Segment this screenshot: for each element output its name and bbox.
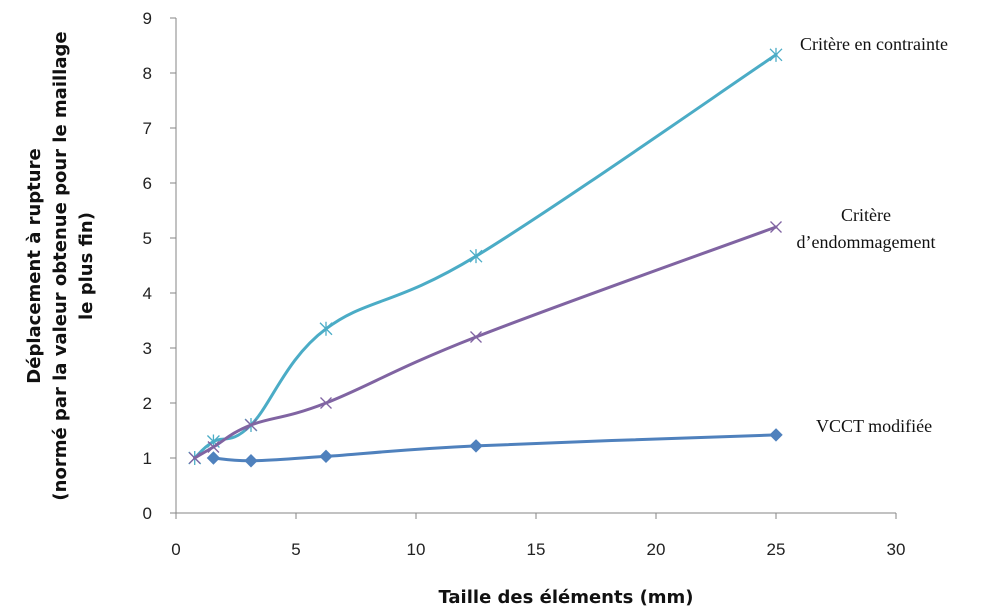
series-group [188,47,783,468]
data-point [207,441,220,453]
x-tick-label: 5 [291,540,300,559]
series-2 [188,221,782,464]
data-point [319,321,333,336]
series-line [211,433,778,463]
tick-labels: 0 1 2 3 4 5 6 7 8 9 0 5 10 15 20 25 30 [143,9,906,559]
y-tick-label: 8 [143,64,152,83]
x-tick-label: 20 [647,540,666,559]
data-point [244,454,258,468]
series-line [193,53,778,460]
y-tick-label: 9 [143,9,152,28]
y-tick-label: 3 [143,339,152,358]
y-axis-title-text: Déplacement à rupture (normé par la valeu… [24,31,97,500]
annotation-line: d’endommagement [797,232,936,252]
data-point [470,331,482,343]
annotation-label: VCCT modifiée [816,416,932,436]
axis-titles: Taille des éléments (mm) Déplacement à r… [24,31,694,608]
annotation-line: Critère [841,205,891,225]
data-point [188,452,201,464]
y-tick-label: 5 [143,229,152,248]
data-point [320,397,332,409]
annotation-line: Critère en contrainte [800,34,948,54]
y-tick-label: 4 [143,284,152,303]
y-tick-label: 6 [143,174,152,193]
annotation-line: VCCT modifiée [816,416,932,436]
axes [170,17,897,519]
annotation-label: Critère en contrainte [800,34,948,54]
data-point [319,449,333,464]
y-tick-label: 2 [143,394,152,413]
data-point [769,428,783,442]
y-tick-label: 1 [143,449,152,468]
y-tick-label: 7 [143,119,152,138]
y-axis-title-line: (normé par la valeur obtenue pour le mai… [50,31,71,500]
x-axis-title: Taille des éléments (mm) [438,587,693,608]
x-tick-label: 0 [171,540,180,559]
data-point [245,419,257,431]
annotations: Critère en contrainte Critère d’endommagem… [797,34,948,436]
y-axis-title: Déplacement à rupture (normé par la valeu… [24,31,97,500]
y-axis-title-line: le plus fin) [76,212,97,320]
series-line [193,225,778,460]
x-tick-label: 30 [887,540,906,559]
y-tick-label: 0 [143,504,152,523]
x-tick-label: 25 [767,540,786,559]
data-point [469,249,483,264]
data-point [206,451,221,465]
data-point [469,439,483,453]
y-axis-title-line: Déplacement à rupture [24,148,45,383]
data-point [769,47,783,62]
x-tick-label: 15 [527,540,546,559]
series-3 [206,428,783,468]
x-tick-label: 10 [407,540,426,559]
data-point [770,221,782,233]
annotation-label: Critère d’endommagement [797,205,936,252]
